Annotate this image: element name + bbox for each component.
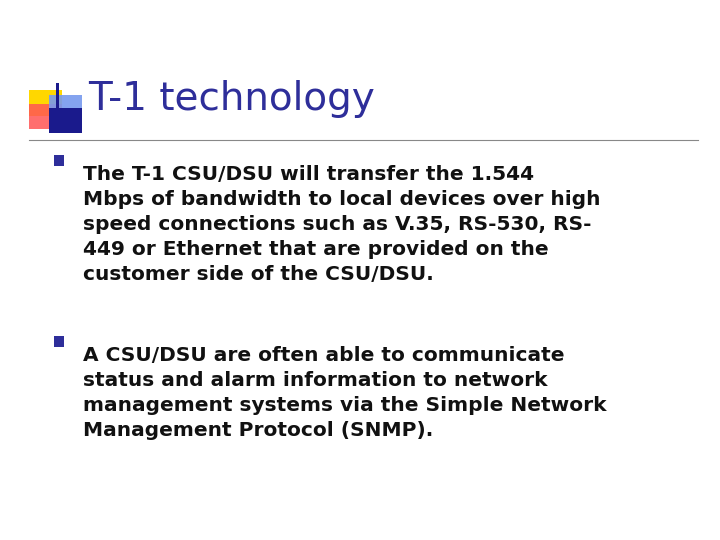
Text: A CSU/DSU are often able to communicate
status and alarm information to network
: A CSU/DSU are often able to communicate …: [83, 346, 606, 440]
Bar: [55, 83, 59, 133]
Bar: [54, 335, 64, 347]
Bar: [49, 108, 82, 133]
Bar: [29, 90, 63, 116]
Text: The T-1 CSU/DSU will transfer the 1.544
Mbps of bandwidth to local devices over : The T-1 CSU/DSU will transfer the 1.544 …: [83, 165, 600, 284]
Bar: [54, 154, 64, 166]
Bar: [49, 95, 82, 120]
Bar: [29, 104, 63, 129]
Text: T-1 technology: T-1 technology: [89, 80, 375, 118]
